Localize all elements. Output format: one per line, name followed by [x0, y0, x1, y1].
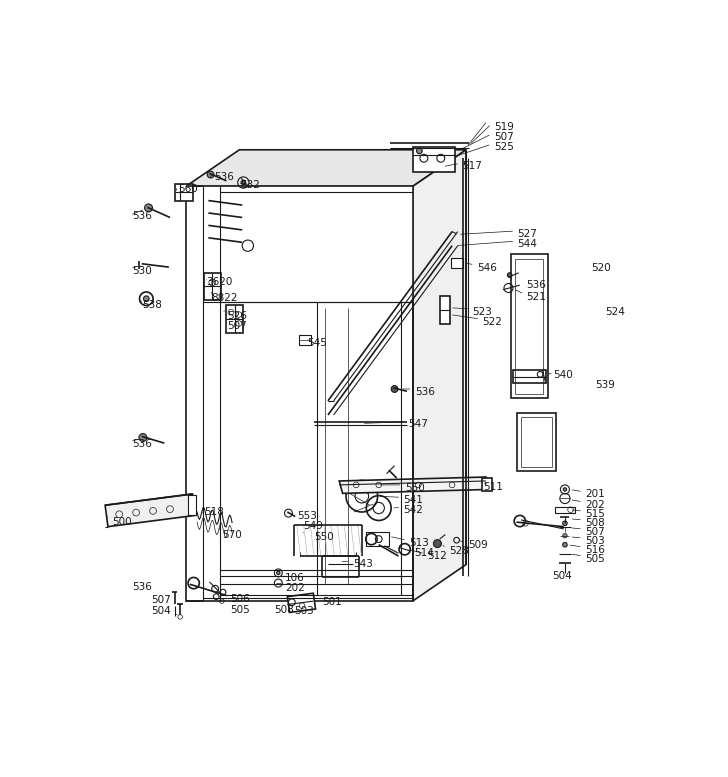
Text: 521: 521	[526, 292, 547, 302]
Text: 511: 511	[483, 482, 504, 492]
Text: 539: 539	[596, 380, 615, 390]
Text: 538: 538	[142, 300, 162, 310]
Text: 560: 560	[178, 183, 198, 193]
Text: 501: 501	[323, 597, 342, 607]
Text: 506: 506	[230, 594, 250, 605]
Circle shape	[563, 534, 567, 538]
Text: 8822: 8822	[212, 293, 238, 303]
Text: 536: 536	[132, 582, 152, 592]
Text: 503: 503	[294, 605, 314, 615]
Text: 519: 519	[494, 121, 514, 131]
Text: 532: 532	[240, 180, 260, 190]
Text: 530: 530	[132, 266, 152, 276]
Text: 526: 526	[228, 311, 248, 321]
Text: 504: 504	[151, 605, 170, 615]
Bar	[482, 478, 492, 490]
Text: 550: 550	[405, 483, 424, 493]
Text: 509: 509	[468, 540, 488, 550]
Text: 500: 500	[112, 517, 132, 527]
Text: 507: 507	[585, 527, 605, 537]
Text: 546: 546	[477, 263, 496, 273]
Bar	[188, 495, 196, 515]
Polygon shape	[186, 150, 466, 186]
Text: 527: 527	[518, 228, 537, 239]
Circle shape	[391, 385, 398, 392]
Text: 542: 542	[403, 505, 424, 515]
Text: 507: 507	[228, 322, 248, 331]
Polygon shape	[517, 413, 556, 472]
Text: 543: 543	[353, 559, 373, 570]
Text: 517: 517	[462, 161, 482, 171]
Bar	[298, 335, 311, 345]
Text: 540: 540	[554, 370, 574, 380]
Circle shape	[416, 148, 422, 154]
Text: 536: 536	[132, 211, 152, 221]
Text: 520: 520	[591, 263, 611, 273]
Polygon shape	[413, 150, 466, 601]
Circle shape	[563, 542, 567, 547]
Circle shape	[277, 571, 280, 575]
Bar	[204, 273, 221, 300]
Circle shape	[143, 296, 149, 301]
Text: 528: 528	[448, 546, 469, 556]
Bar	[440, 297, 450, 323]
Text: 505: 505	[230, 605, 250, 615]
Text: 201: 201	[585, 490, 605, 500]
Text: 516: 516	[585, 545, 605, 555]
Bar	[451, 258, 464, 268]
Text: 550: 550	[314, 532, 334, 542]
Text: 536: 536	[415, 387, 435, 397]
Circle shape	[507, 273, 512, 277]
Text: 515: 515	[585, 509, 605, 518]
Text: 536: 536	[132, 439, 152, 448]
Text: 508: 508	[274, 605, 293, 615]
Text: 544: 544	[518, 239, 537, 249]
Polygon shape	[288, 594, 315, 612]
Text: 541: 541	[403, 495, 424, 505]
Text: 549: 549	[303, 521, 323, 531]
Circle shape	[139, 434, 147, 441]
Text: 507: 507	[151, 595, 170, 605]
Bar	[226, 305, 243, 333]
Text: 202: 202	[285, 583, 305, 593]
Text: 202: 202	[585, 500, 605, 510]
Text: 570: 570	[222, 530, 242, 540]
Circle shape	[145, 204, 152, 212]
Text: 522: 522	[483, 317, 502, 327]
Text: 503: 503	[585, 535, 605, 545]
Circle shape	[207, 171, 214, 178]
Polygon shape	[511, 254, 548, 398]
Circle shape	[563, 488, 566, 491]
Text: 524: 524	[606, 307, 625, 316]
Bar	[413, 147, 455, 172]
Circle shape	[241, 180, 245, 185]
Text: 525: 525	[494, 142, 514, 152]
Text: 553: 553	[298, 510, 317, 521]
Text: 514: 514	[414, 548, 434, 558]
Bar	[175, 183, 192, 200]
Text: 547: 547	[408, 420, 428, 430]
Circle shape	[563, 521, 567, 525]
Circle shape	[274, 569, 282, 577]
Bar	[366, 532, 389, 546]
Text: 508: 508	[585, 517, 605, 528]
Text: 106: 106	[285, 573, 305, 583]
Text: 504: 504	[553, 570, 572, 580]
Polygon shape	[186, 186, 413, 601]
Text: 512: 512	[427, 552, 447, 562]
Text: 505: 505	[585, 554, 605, 564]
Bar	[555, 507, 575, 513]
Text: 545: 545	[308, 338, 328, 348]
Text: 536: 536	[214, 172, 234, 183]
Circle shape	[433, 540, 441, 548]
Text: 3620: 3620	[206, 277, 232, 287]
Text: 518: 518	[204, 507, 223, 517]
Text: 507: 507	[494, 132, 513, 141]
Bar	[513, 370, 546, 383]
Polygon shape	[339, 477, 489, 493]
Text: 536: 536	[526, 280, 547, 290]
Polygon shape	[105, 494, 195, 527]
Text: 513: 513	[409, 538, 429, 548]
Text: 523: 523	[472, 307, 492, 316]
